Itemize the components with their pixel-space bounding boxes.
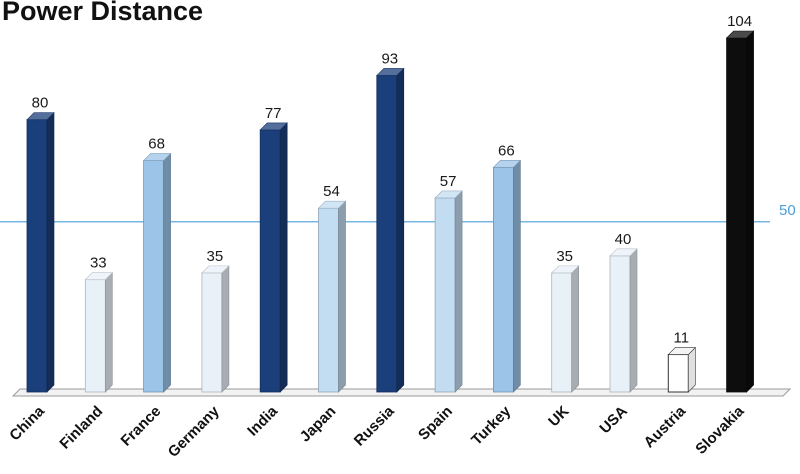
bar-japan [317, 200, 347, 393]
bar-top [492, 160, 522, 168]
bar-uk [550, 265, 580, 393]
chart-title: Power Distance [2, 0, 204, 26]
category-label: China [6, 402, 48, 444]
bar-front [26, 119, 48, 393]
bar-top [201, 265, 230, 274]
bar-top [376, 68, 405, 76]
bar-front [84, 279, 106, 393]
bar-top [317, 200, 347, 209]
value-label: 11 [674, 330, 690, 347]
bar-front [609, 255, 631, 393]
bar-finland [84, 271, 114, 393]
bar-side [396, 67, 405, 393]
bar-germany [201, 265, 230, 393]
bar-usa [609, 248, 638, 393]
bar-side [221, 265, 230, 393]
bar-front [434, 197, 456, 393]
bar-india [259, 122, 288, 393]
bar-side [338, 200, 346, 393]
bar-side [571, 265, 580, 393]
value-label: 93 [381, 50, 398, 67]
bar-front [492, 166, 514, 393]
bar-front [667, 354, 689, 393]
value-label: 68 [148, 136, 165, 153]
bar-side [279, 122, 288, 393]
category-label: Slovakia [692, 402, 748, 458]
value-label: 40 [615, 231, 632, 248]
value-label: 33 [90, 255, 107, 272]
category-label: UK [545, 403, 572, 430]
value-label: 57 [440, 173, 457, 190]
bar-side [46, 111, 55, 393]
bar-china [26, 111, 55, 393]
value-label: 35 [556, 248, 573, 265]
bar-top [609, 248, 638, 257]
bar-top [259, 122, 288, 131]
bar-side [454, 190, 463, 393]
category-label: Austria [641, 402, 690, 451]
bar-top [142, 153, 172, 161]
value-label: 77 [265, 105, 282, 122]
bar-top [84, 272, 114, 280]
bar-side [163, 152, 171, 393]
category-label: Spain [415, 403, 456, 444]
bar-side [629, 248, 638, 393]
category-label: Japan [297, 403, 340, 446]
bar-side [105, 271, 113, 393]
value-label: 35 [207, 248, 224, 265]
bar-turkey [492, 159, 522, 393]
bar-slovakia [725, 30, 755, 393]
bar-front [376, 75, 398, 393]
bar-front [143, 160, 165, 393]
bar-side [746, 30, 754, 393]
bar-russia [376, 67, 405, 393]
bar-front [318, 207, 339, 393]
category-label: India [244, 402, 281, 439]
bar-austria [667, 346, 697, 393]
bar-side [687, 346, 696, 393]
category-label: Russia [351, 402, 398, 449]
bar-top [26, 112, 55, 120]
bar-side [513, 159, 521, 393]
bar-front [551, 272, 573, 393]
bar-top [434, 190, 463, 199]
bar-top [667, 347, 697, 355]
category-label: USA [596, 403, 631, 438]
bar-top [550, 265, 580, 274]
category-label: Turkey [468, 402, 514, 448]
bar-front [201, 272, 223, 393]
category-label: Finland [56, 403, 106, 453]
reference-line-label: 50 [779, 202, 796, 219]
bar-spain [434, 190, 463, 393]
bar-front [259, 129, 281, 393]
value-label: 80 [32, 95, 49, 112]
value-label: 104 [727, 13, 752, 30]
category-label: Germany [165, 402, 223, 460]
bar-front [726, 37, 747, 393]
category-label: France [118, 403, 165, 450]
bar-france [142, 152, 172, 393]
value-label: 54 [323, 183, 340, 200]
bar-top [725, 30, 755, 39]
value-label: 66 [498, 142, 515, 159]
